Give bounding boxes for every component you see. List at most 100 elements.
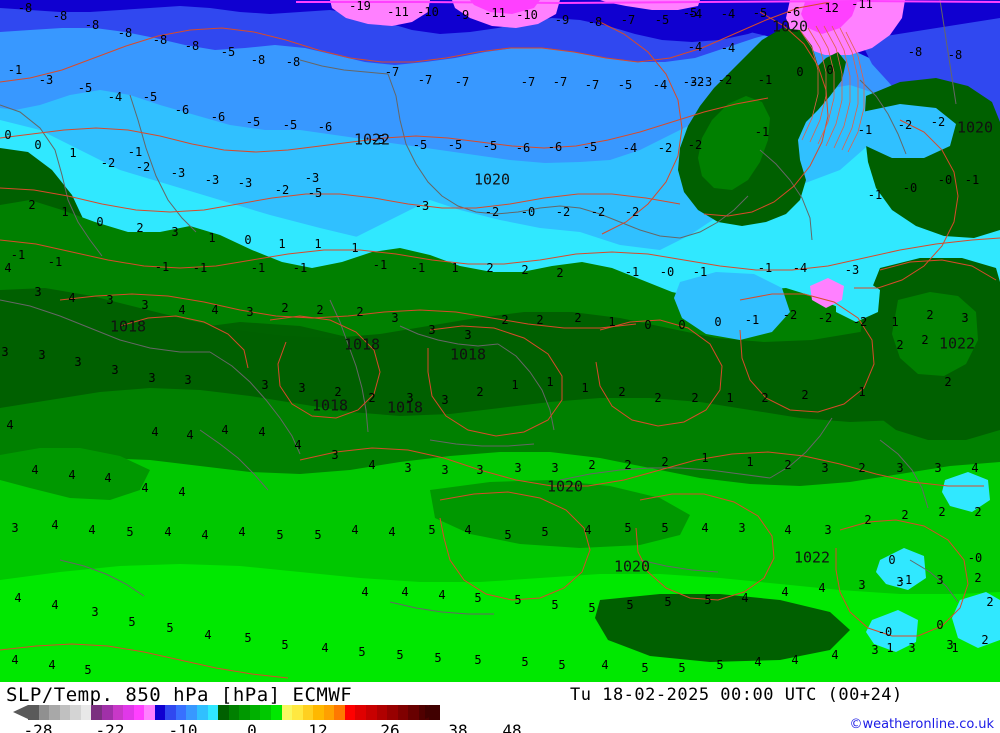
temperature-label: 5 <box>626 598 634 612</box>
temperature-label: 4 <box>141 481 149 495</box>
temperature-label: 3 <box>738 521 746 535</box>
temperature-label: 3 <box>821 461 829 475</box>
temperature-label: 4 <box>368 458 376 472</box>
colorbar-tick: 26 <box>380 721 400 733</box>
temperature-label: 4 <box>68 468 76 482</box>
temperature-label: -5 <box>142 90 158 104</box>
temperature-label: 1 <box>208 231 216 245</box>
temp-band-green-east-3 <box>892 292 978 376</box>
temperature-label: 3 <box>74 355 82 369</box>
temperature-label: 4 <box>151 425 159 439</box>
temperature-label: -7 <box>584 78 600 92</box>
temperature-label: 5 <box>716 658 724 672</box>
temperature-label: 2 <box>974 571 982 585</box>
temperature-label: 4 <box>791 653 799 667</box>
temperature-label: -5 <box>220 45 236 59</box>
temperature-label: -2 <box>782 308 798 322</box>
temperature-label: 4 <box>294 438 302 452</box>
temperature-label: 5 <box>428 523 436 537</box>
colorbar-swatch <box>197 705 208 720</box>
chart-title: SLP/Temp. 850 hPa [hPa] ECMWF <box>6 684 353 706</box>
temperature-label: -5 <box>282 118 298 132</box>
temperature-label: 0 <box>4 128 12 142</box>
temperature-label: -7 <box>454 75 470 89</box>
temperature-label: 5 <box>396 648 404 662</box>
temperature-label: 4 <box>48 658 56 672</box>
temperature-label: 3 <box>141 298 149 312</box>
colorbar-swatch <box>144 705 155 720</box>
temperature-label: -1 <box>867 188 883 202</box>
temperature-label: 0 <box>244 233 252 247</box>
temperature-label: 5 <box>474 653 482 667</box>
temperature-label: -8 <box>17 1 33 15</box>
temperature-label: 0 <box>888 553 896 567</box>
temperature-label: 2 <box>588 458 596 472</box>
colorbar-swatch <box>59 705 71 720</box>
temperature-label: 2 <box>661 455 669 469</box>
temperature-label: 5 <box>588 601 596 615</box>
temperature-label: -3 <box>38 73 54 87</box>
isobar-label: 1022 <box>353 130 391 149</box>
temp-band-pink-top-1 <box>330 0 430 26</box>
temperature-label: -3 <box>304 171 320 185</box>
temperature-label: 0 <box>796 65 804 79</box>
temperature-label: 4 <box>971 461 979 475</box>
valid-time-label: Tu 18-02-2025 00:00 UTC (00+24) <box>570 685 903 705</box>
temperature-label: 1 <box>351 241 359 255</box>
colorbar-left-arrow <box>13 705 28 719</box>
colorbar-swatch <box>49 705 60 720</box>
temperature-label: 3 <box>106 293 114 307</box>
temperature-label: 2 <box>864 513 872 527</box>
temperature-label: 3 <box>961 311 969 325</box>
temperature-label: -7 <box>417 73 433 87</box>
colorbar-swatch <box>218 705 229 720</box>
temperature-label: -5 <box>617 78 633 92</box>
temperature-label: -1 <box>964 173 980 187</box>
isobar-label: 1018 <box>109 317 147 336</box>
temperature-label: -3 <box>170 166 186 180</box>
colorbar-tick: -10 <box>168 721 198 733</box>
temperature-label: 4 <box>204 628 212 642</box>
temperature-label: 4 <box>201 528 209 542</box>
temperature-label: 3 <box>246 305 254 319</box>
temperature-label: 2 <box>368 391 376 405</box>
temperature-label: 3 <box>391 311 399 325</box>
temperature-label: 4 <box>781 585 789 599</box>
temperature-label: 1 <box>278 237 286 251</box>
colorbar-swatch <box>366 705 377 720</box>
temperature-label: 3 <box>464 328 472 342</box>
temperature-label: 4 <box>104 471 112 485</box>
temperature-label: 4 <box>584 523 592 537</box>
temperature-label: 1 <box>581 381 589 395</box>
temperature-label: -1 <box>410 261 426 275</box>
colorbar-swatch <box>239 705 250 720</box>
colorbar-swatch <box>334 705 345 720</box>
temperature-label: -1 <box>7 63 23 77</box>
weather-map[interactable]: -8 -8 -8 -8 -8 -8 -5 -8 -8 -19 -11 -10 -9 -11 -10 -9 -8-… <box>0 0 1000 682</box>
temperature-label: 1 <box>511 378 519 392</box>
colorbar-swatch <box>80 705 92 720</box>
temperature-label: 4 <box>784 523 792 537</box>
temperature-label: -3 <box>204 173 220 187</box>
temperature-label: 2 <box>801 388 809 402</box>
temperature-label: 4 <box>701 521 709 535</box>
temperature-label: -0 <box>902 181 918 195</box>
temperature-label: 2 <box>974 505 982 519</box>
temperature-label: -0 <box>937 173 953 187</box>
temperature-label: -7 <box>620 13 636 27</box>
temperature-label: 4 <box>321 641 329 655</box>
temperature-label: 2 <box>334 385 342 399</box>
temperature-label: 5 <box>678 661 686 675</box>
temperature-label: 3 <box>896 575 904 589</box>
temperature-label: -6 <box>174 103 190 117</box>
temperature-label: -8 <box>907 45 923 59</box>
isobar-label: 1020 <box>771 17 809 36</box>
temperature-label: -0 <box>877 625 893 639</box>
temperature-label: -7 <box>384 65 400 79</box>
temp-band-cyan-hole-1 <box>942 472 990 512</box>
isobar-label: 1020 <box>473 170 511 189</box>
temperature-label: 4 <box>818 581 826 595</box>
colorbar-swatch <box>186 705 197 720</box>
temperature-label: 3 <box>441 463 449 477</box>
temperature-label: 1 <box>69 146 77 160</box>
